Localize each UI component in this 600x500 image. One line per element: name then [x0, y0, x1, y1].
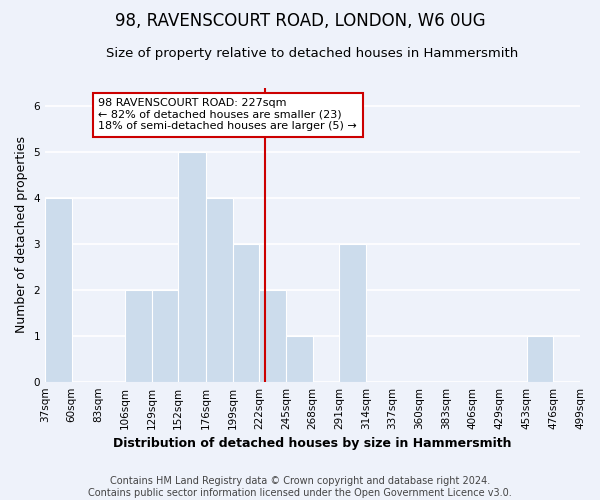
Bar: [286, 336, 313, 382]
Bar: [152, 290, 178, 382]
Bar: [580, 336, 600, 382]
Text: 98, RAVENSCOURT ROAD, LONDON, W6 0UG: 98, RAVENSCOURT ROAD, LONDON, W6 0UG: [115, 12, 485, 30]
Bar: [125, 290, 152, 382]
Title: Size of property relative to detached houses in Hammersmith: Size of property relative to detached ho…: [106, 48, 518, 60]
X-axis label: Distribution of detached houses by size in Hammersmith: Distribution of detached houses by size …: [113, 437, 512, 450]
Bar: [527, 336, 553, 382]
Text: Contains HM Land Registry data © Crown copyright and database right 2024.
Contai: Contains HM Land Registry data © Crown c…: [88, 476, 512, 498]
Text: 98 RAVENSCOURT ROAD: 227sqm
← 82% of detached houses are smaller (23)
18% of sem: 98 RAVENSCOURT ROAD: 227sqm ← 82% of det…: [98, 98, 357, 132]
Y-axis label: Number of detached properties: Number of detached properties: [15, 136, 28, 334]
Bar: [206, 198, 233, 382]
Bar: [233, 244, 259, 382]
Bar: [178, 152, 206, 382]
Bar: [45, 198, 71, 382]
Bar: [259, 290, 286, 382]
Bar: [339, 244, 366, 382]
